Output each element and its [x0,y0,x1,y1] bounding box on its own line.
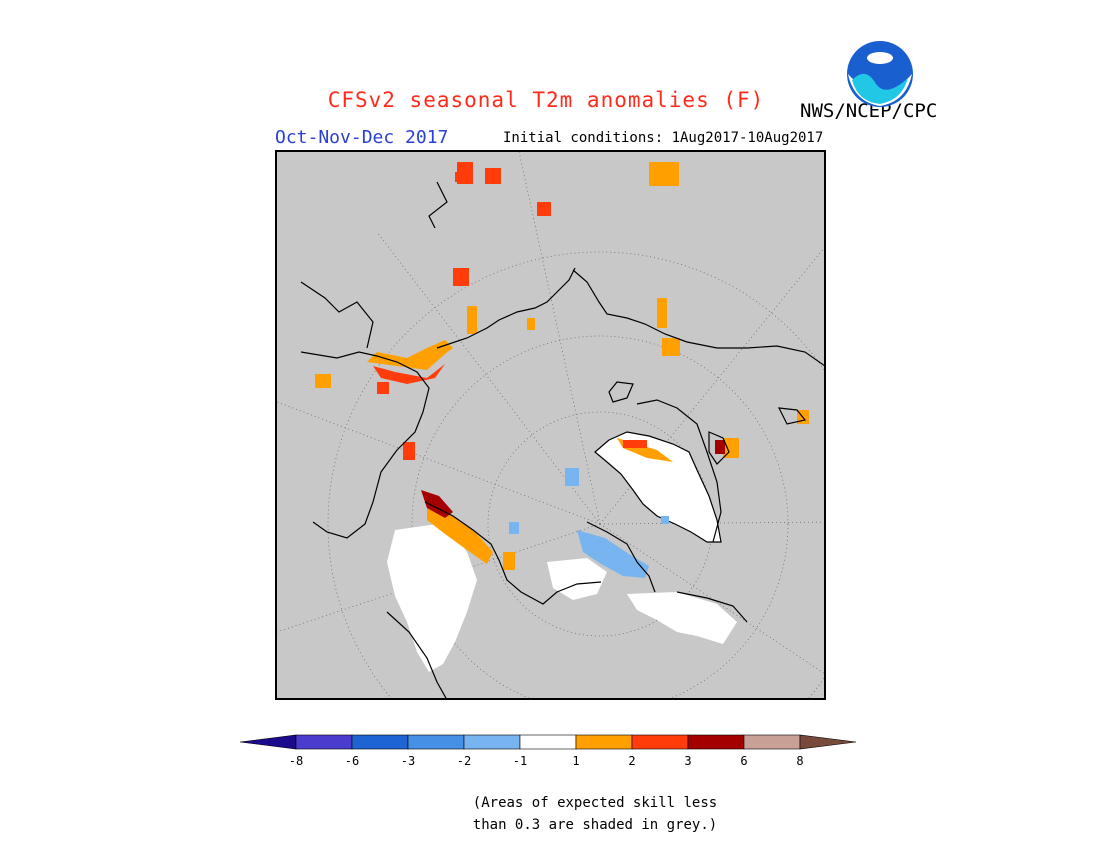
agency-label: NWS/NCEP/CPC [800,100,938,122]
legend-box [295,734,353,750]
legend-box [631,734,689,750]
cold-anomalies [509,468,669,578]
legend-tick-label: -6 [345,754,359,768]
noaa-logo-icon [847,41,913,107]
legend-tick-label: 3 [684,754,691,768]
legend-box [687,734,745,750]
skill-note-line1: (Areas of expected skill less [472,795,718,811]
legend-box [519,734,577,750]
color-legend-boxes [239,734,857,750]
arctic-archipelago-area [547,558,607,600]
strong-warm-anomalies [373,162,647,460]
legend-arrow-low [239,734,297,750]
legend-tick-label: -2 [457,754,471,768]
legend-box [575,734,633,750]
legend-tick-label: 1 [572,754,579,768]
warm-anomalies [315,162,809,570]
legend-tick-label: 8 [796,754,803,768]
legend-arrow-high [799,734,857,750]
legend-tick-label: -1 [513,754,527,768]
legend-tick-label: 6 [740,754,747,768]
north-america-area [387,524,477,672]
legend-box [351,734,409,750]
season-label: Oct-Nov-Dec 2017 [275,127,449,148]
legend-box [743,734,801,750]
chart-title: CFSv2 seasonal T2m anomalies (F) [327,88,765,112]
legend-tick-label: -3 [401,754,415,768]
europe-area [627,592,737,644]
extreme-warm-anomalies [421,440,725,518]
legend-tick-label: -8 [289,754,303,768]
legend-box [463,734,521,750]
color-legend-ticks: -8 -6 -3 -2 -1 1 2 3 6 8 [289,754,804,768]
greenland-area [594,431,722,543]
polar-map [275,150,826,700]
legend-tick-label: 2 [628,754,635,768]
map-canvas [277,152,824,698]
skill-note: (Areas of expected skill less than 0.3 a… [0,792,1100,836]
color-legend: -8 -6 -3 -2 -1 1 2 3 6 8 [239,734,857,768]
skill-note-line2: than 0.3 are shaded in grey.) [472,817,718,833]
coastlines [300,181,824,698]
initial-conditions-label: Initial conditions: 1Aug2017-10Aug2017 [503,130,824,146]
legend-box [407,734,465,750]
